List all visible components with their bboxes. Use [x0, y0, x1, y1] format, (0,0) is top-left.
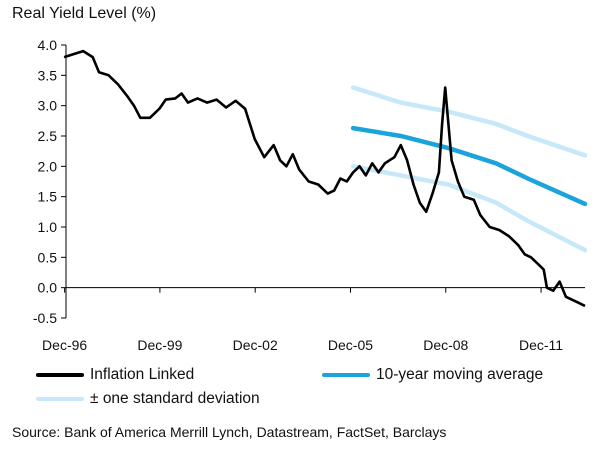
x-tick-label: Dec-02	[233, 337, 278, 353]
x-tick-label: Dec-99	[137, 337, 182, 353]
legend-item-moving-average: 10-year moving average	[322, 366, 543, 384]
series-std-dev-upper	[350, 85, 588, 158]
legend-item-inflation-linked: Inflation Linked	[36, 366, 194, 384]
axes: 4.0 3.5 3.0 2.5 2.0 1.5 1.0 0.5 0.0 -0.5 Dec-96 Dec…	[33, 37, 585, 353]
y-tick-label: 0.0	[38, 280, 58, 296]
legend-item-std-dev: ± one standard deviation	[36, 390, 260, 408]
y-tick-label: 1.0	[38, 219, 58, 235]
legend-label: Inflation Linked	[90, 366, 195, 383]
legend-swatch-black	[36, 373, 84, 377]
y-tick-label: 4.0	[38, 37, 58, 53]
y-tick-label: 0.5	[38, 249, 58, 265]
legend-swatch-lightblue	[36, 397, 84, 401]
series-std-dev-lower	[350, 164, 588, 253]
series-moving-average	[350, 125, 588, 207]
x-tick-label: Dec-96	[42, 337, 87, 353]
y-tick-label: -0.5	[33, 310, 57, 326]
y-tick-label: 3.0	[38, 98, 58, 114]
x-tick-label: Dec-11	[519, 337, 563, 353]
legend-swatch-blue	[322, 373, 370, 377]
x-tick-label: Dec-05	[328, 337, 373, 353]
source-note: Source: Bank of America Merrill Lynch, D…	[12, 424, 447, 440]
y-tick-label: 2.5	[38, 128, 58, 144]
series-layer	[63, 49, 588, 308]
y-tick-label: 1.5	[38, 189, 58, 205]
series-inflation-linked	[63, 49, 586, 308]
chart-title: Real Yield Level (%)	[12, 5, 157, 22]
y-tick-label: 2.0	[38, 158, 58, 174]
legend-label: 10-year moving average	[376, 366, 544, 383]
y-tick-label: 3.5	[38, 67, 58, 83]
legend-label: ± one standard deviation	[90, 390, 260, 407]
x-tick-label: Dec-08	[423, 337, 468, 353]
